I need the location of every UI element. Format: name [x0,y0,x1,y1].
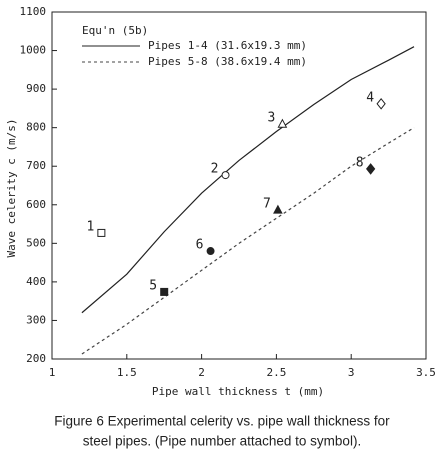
y-tick-label: 600 [26,198,46,211]
point-label: 2 [211,162,219,177]
x-tick-label: 2.5 [266,366,286,379]
y-axis-label: Wave celerity c (m/s) [5,118,18,257]
point [376,97,386,110]
x-tick-label: 1.5 [117,366,137,379]
point-label: 6 [196,238,204,253]
x-tick-label: 2 [198,366,205,379]
series-line [81,46,415,314]
point [273,204,283,214]
x-tick-label: 1 [49,366,56,379]
x-axis-label: Pipe wall thickness t (mm) [152,385,324,398]
point-label: 7 [263,197,271,212]
y-tick-label: 1000 [20,44,47,57]
legend-label: Pipes 1-4 (31.6x19.3 mm) [148,39,307,52]
legend-label: Pipes 5-8 (38.6x19.4 mm) [148,55,307,68]
y-tick-label: 900 [26,82,46,95]
point-label: 8 [356,155,364,170]
point [366,163,376,175]
y-tick-label: 700 [26,159,46,172]
y-tick-label: 500 [26,236,46,249]
caption: steel pipes. (Pipe number attached to sy… [83,434,361,449]
point-label: 5 [149,278,157,293]
y-tick-label: 800 [26,121,46,134]
x-tick-label: 3 [348,366,355,379]
y-tick-label: 300 [26,313,46,326]
y-tick-label: 400 [26,275,46,288]
point [160,287,169,296]
point [277,118,288,128]
point [206,247,215,256]
y-tick-label: 1100 [20,5,47,18]
point-label: 4 [366,90,374,105]
x-tick-label: 3.5 [416,366,436,379]
caption: Figure 6 Experimental celerity vs. pipe … [54,414,390,429]
y-tick-label: 200 [26,352,46,365]
series-line [81,127,415,355]
plot-frame [51,11,427,360]
point [97,228,106,237]
legend-title: Equ'n (5b) [82,24,148,37]
point-label: 1 [86,219,94,234]
point [221,171,230,180]
point-label: 3 [267,111,275,126]
